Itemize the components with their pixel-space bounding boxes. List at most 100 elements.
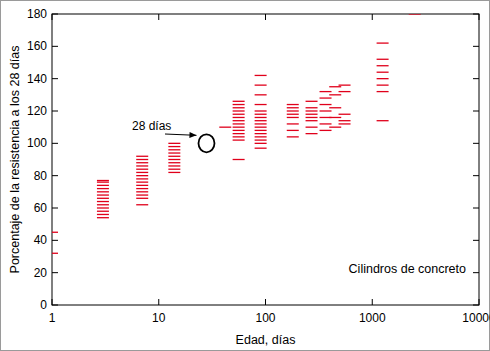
dash-marker	[136, 198, 148, 199]
dash-marker	[320, 130, 332, 131]
dash-marker	[377, 42, 389, 43]
dash-marker	[136, 181, 148, 182]
y-tick-label: 180	[27, 7, 47, 21]
x-tick	[265, 299, 266, 305]
x-tick-top	[265, 14, 266, 20]
dash-marker	[287, 117, 299, 118]
dash-marker	[409, 14, 421, 15]
x-tick-top	[158, 14, 159, 20]
y-tick-right	[473, 78, 479, 79]
dash-marker	[255, 123, 267, 124]
dash-marker	[136, 204, 148, 205]
dash-marker	[255, 127, 267, 128]
dash-marker	[97, 181, 109, 182]
y-tick-label: 120	[27, 104, 47, 118]
y-tick	[52, 111, 58, 112]
dash-marker	[339, 123, 351, 124]
dash-marker	[255, 139, 267, 140]
dash-marker	[52, 253, 58, 254]
dash-marker	[97, 207, 109, 208]
dash-marker	[320, 91, 332, 92]
dash-marker	[168, 152, 180, 153]
dash-marker	[233, 114, 245, 115]
dash-marker	[97, 204, 109, 205]
series	[198, 134, 214, 152]
dash-marker	[233, 104, 245, 105]
y-tick-right	[473, 143, 479, 144]
y-tick	[52, 46, 58, 47]
dash-marker	[219, 127, 231, 128]
x-tick	[372, 299, 373, 305]
y-tick-label: 140	[27, 72, 47, 86]
annotation: 28 días	[132, 119, 171, 133]
y-tick-right	[473, 208, 479, 209]
y-tick	[52, 272, 58, 273]
dash-marker	[233, 136, 245, 137]
dash-marker	[287, 123, 299, 124]
dash-marker	[306, 101, 318, 102]
y-tick-right	[473, 272, 479, 273]
dash-marker	[168, 169, 180, 170]
dash-marker	[377, 91, 389, 92]
dash-marker	[255, 120, 267, 121]
dash-marker	[287, 104, 299, 105]
y-tick-label: 20	[34, 266, 48, 280]
figure-border	[1, 1, 490, 351]
dash-marker	[233, 101, 245, 102]
y-tick-right	[473, 111, 479, 112]
dash-marker	[136, 188, 148, 189]
dash-marker	[168, 156, 180, 157]
dash-marker	[255, 148, 267, 149]
y-tick	[52, 175, 58, 176]
dash-marker	[233, 123, 245, 124]
dash-marker	[287, 136, 299, 137]
dash-marker	[255, 104, 267, 105]
dash-marker	[339, 91, 351, 92]
y-tick-label: 100	[27, 136, 47, 150]
dash-marker	[320, 97, 332, 98]
dash-marker	[255, 110, 267, 111]
dash-marker	[339, 120, 351, 121]
dash-marker	[329, 117, 341, 118]
dash-marker	[320, 110, 332, 111]
y-tick-label: 40	[34, 233, 48, 247]
dash-marker	[136, 162, 148, 163]
axes	[52, 14, 479, 305]
x-tick-label: 10000	[462, 311, 490, 325]
dash-marker	[136, 194, 148, 195]
dash-marker	[136, 175, 148, 176]
dash-marker	[287, 110, 299, 111]
dash-marker	[255, 136, 267, 137]
x-tick-top	[372, 14, 373, 20]
dash-marker	[255, 94, 267, 95]
y-tick-label: 80	[34, 169, 48, 183]
dash-marker	[97, 214, 109, 215]
dash-marker	[97, 180, 109, 181]
dash-marker	[255, 84, 267, 85]
dash-marker	[233, 127, 245, 128]
dash-marker	[136, 178, 148, 179]
dash-marker	[255, 75, 267, 76]
dash-marker	[168, 149, 180, 150]
dash-marker	[136, 165, 148, 166]
dash-marker	[97, 185, 109, 186]
dash-marker	[136, 191, 148, 192]
dash-marker	[233, 120, 245, 121]
dash-marker	[168, 165, 180, 166]
y-tick	[52, 240, 58, 241]
dash-marker	[320, 123, 332, 124]
x-tick-label: 10	[152, 311, 166, 325]
dash-marker	[339, 114, 351, 115]
dash-marker	[377, 72, 389, 73]
dash-marker	[287, 114, 299, 115]
dash-marker	[168, 159, 180, 160]
dash-marker	[168, 146, 180, 147]
dash-marker	[233, 159, 245, 160]
y-tick-right	[473, 46, 479, 47]
x-tick-label: 1000	[359, 311, 386, 325]
dash-marker	[339, 84, 351, 85]
dash-marker	[377, 59, 389, 60]
dash-marker	[97, 217, 109, 218]
y-tick-label: 60	[34, 201, 48, 215]
annotation: Cilindros de concreto	[349, 262, 466, 276]
